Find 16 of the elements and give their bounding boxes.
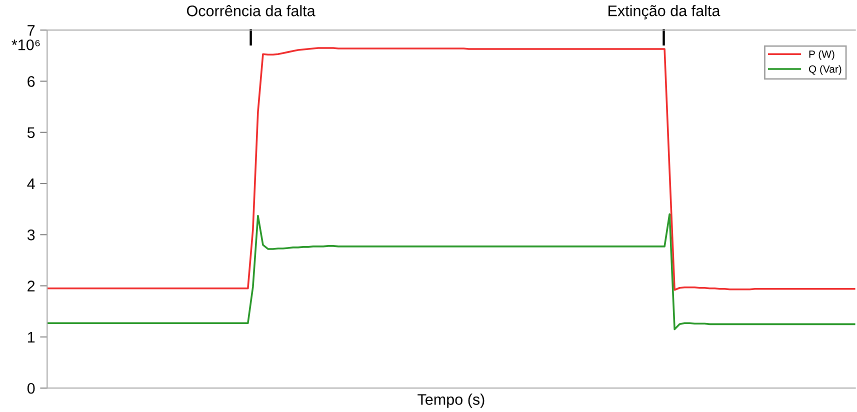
y-tick-label: 0 (27, 382, 35, 394)
legend-label: Q (Var) (808, 65, 842, 75)
y-tick-label: 6 (28, 76, 35, 87)
text: *10⁶ (12, 39, 40, 50)
legend-label: P (W) (809, 50, 834, 60)
text: Ocorrência da falta (186, 5, 316, 16)
y-tick-label: 2 (28, 280, 35, 292)
y-tick-label: 1 (28, 332, 35, 342)
y-tick-label: 4 (27, 178, 35, 190)
line-series (47, 213, 856, 330)
text: Extinção da falta (608, 5, 720, 20)
line-series (47, 47, 856, 291)
x-axis-title: Tempo (s) (418, 394, 484, 408)
y-tick-label: 7 (28, 25, 35, 36)
y-tick-label: 5 (27, 127, 35, 138)
y-tick-label: 3 (27, 230, 35, 240)
